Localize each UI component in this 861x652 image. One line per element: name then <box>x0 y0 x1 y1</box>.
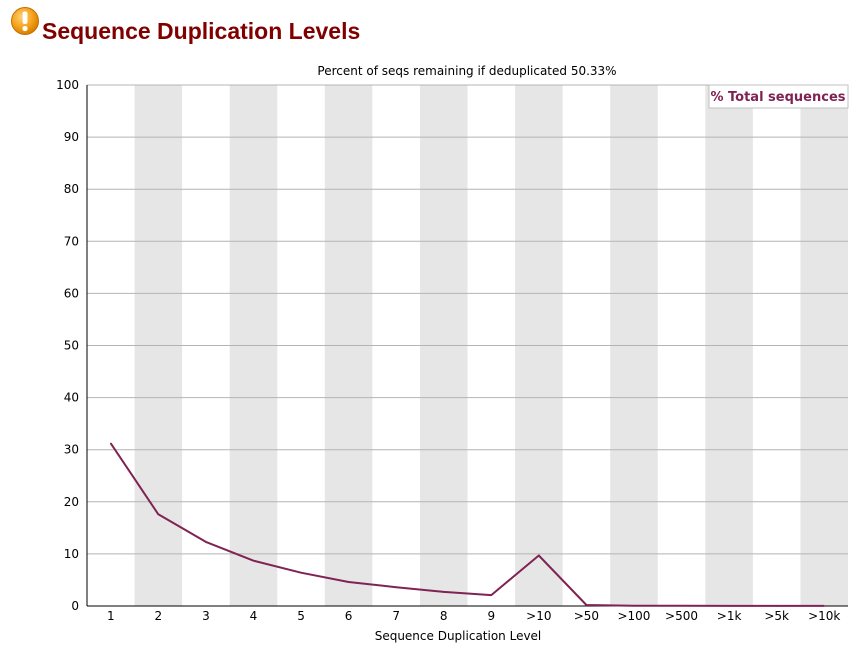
warning-icon <box>11 7 39 35</box>
data-point <box>300 571 302 574</box>
x-tick-label: >50 <box>574 609 599 623</box>
data-point <box>728 605 730 607</box>
data-point <box>347 581 350 583</box>
x-tick-label: >10 <box>526 609 551 623</box>
x-tick-label: 7 <box>392 609 400 623</box>
series-line <box>109 442 825 607</box>
data-point <box>775 605 778 607</box>
page-title: Sequence Duplication Levels <box>42 18 361 44</box>
x-tick-label: 1 <box>107 609 115 623</box>
data-point <box>157 513 160 516</box>
y-tick-label: 80 <box>64 182 79 196</box>
y-tick-labels: 0 10 20 30 40 50 60 70 80 90 100 <box>56 78 79 613</box>
y-tick-label: 70 <box>64 234 79 248</box>
chart-title: Percent of seqs remaining if deduplicate… <box>317 64 616 78</box>
y-tick-label: 30 <box>64 443 79 457</box>
x-tick-label: 5 <box>297 609 305 623</box>
x-tick-label: 3 <box>202 609 210 623</box>
x-tick-labels: 1 2 3 4 5 6 7 8 9 >10 >50 >100 >500 >1k >5k >10k <box>107 609 840 623</box>
x-tick-label: >5k <box>764 609 789 623</box>
x-tick-label: >10k <box>808 609 840 623</box>
x-tick-label: >100 <box>617 609 650 623</box>
y-tick-label: 50 <box>64 339 79 353</box>
legend-entry: % Total sequences <box>710 90 845 105</box>
x-tick-label: >500 <box>665 609 698 623</box>
x-tick-label: 6 <box>345 609 353 623</box>
y-tick-label: 0 <box>71 599 79 613</box>
data-point <box>633 604 635 607</box>
series-layer <box>109 442 826 607</box>
y-tick-label: 60 <box>64 286 79 300</box>
x-tick-label: 9 <box>487 609 495 623</box>
data-point <box>490 594 493 596</box>
x-tick-label: 4 <box>250 609 258 623</box>
y-tick-label: 40 <box>64 391 79 405</box>
data-point <box>585 604 588 606</box>
data-point <box>109 442 112 445</box>
data-point <box>538 554 540 557</box>
report-header: Sequence Duplication Levels <box>10 6 510 46</box>
data-point <box>823 605 826 607</box>
data-point <box>252 559 255 562</box>
y-tick-label: 90 <box>64 130 79 144</box>
y-tick-label: 20 <box>64 495 79 509</box>
x-tick-label: 2 <box>155 609 163 623</box>
data-point <box>442 591 445 593</box>
legend-box <box>708 84 849 109</box>
y-tick-label: 100 <box>56 78 79 92</box>
data-point <box>205 541 207 543</box>
data-point <box>395 586 397 589</box>
chart-legend: % Total sequences <box>708 84 849 109</box>
x-axis-label: Sequence Duplication Level <box>375 629 542 643</box>
y-tick-label: 10 <box>64 547 79 561</box>
data-point <box>680 605 683 607</box>
x-tick-label: 8 <box>440 609 448 623</box>
x-tick-label: >1k <box>717 609 742 623</box>
